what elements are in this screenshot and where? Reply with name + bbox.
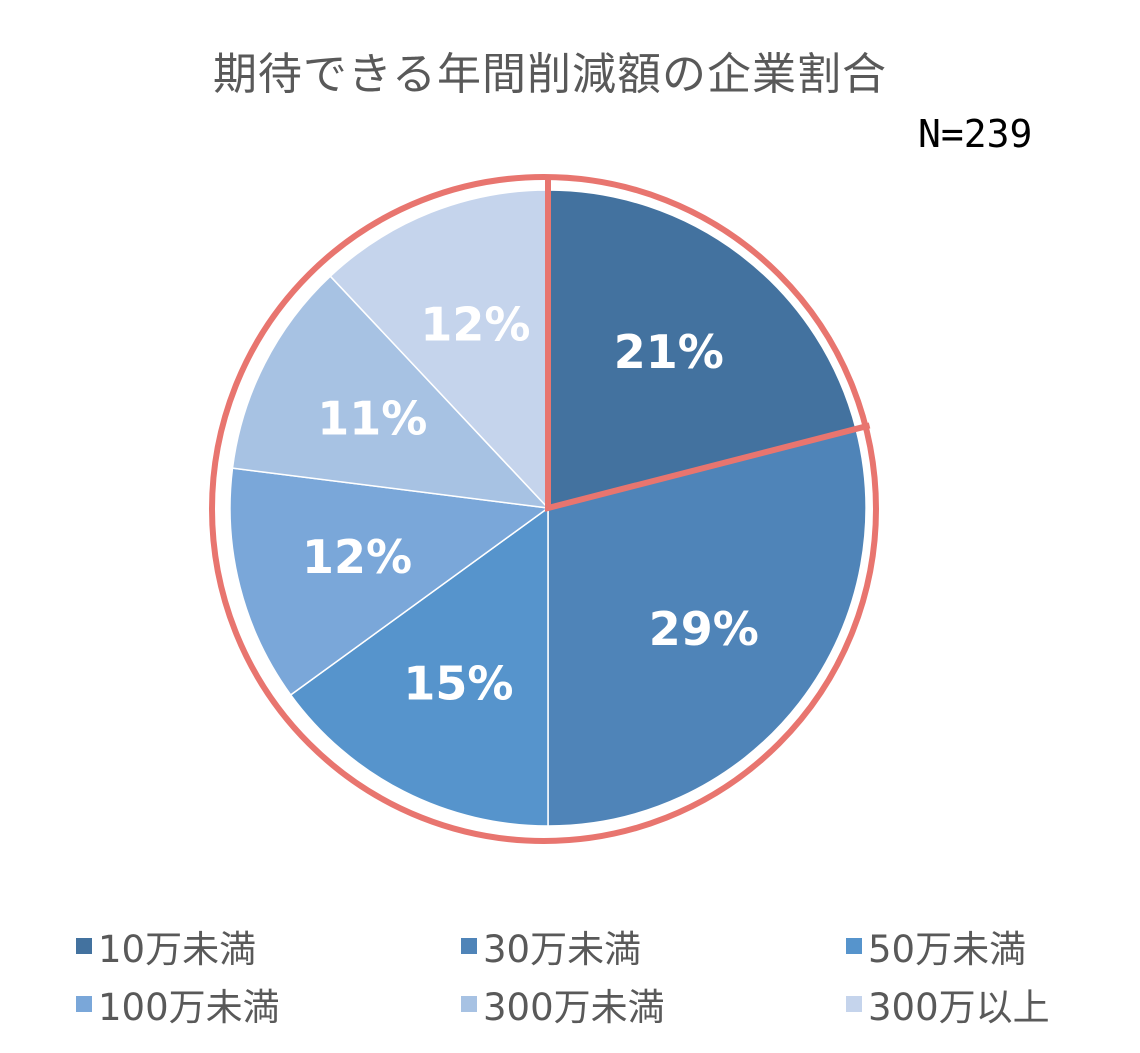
pie-chart: 21% 29% 15% 12% 11% 12% <box>209 174 879 844</box>
chart-legend: 10万未満 30万未満 50万未満 100万未満 300万未満 300万以上 <box>76 922 1076 1029</box>
legend-label: 30万未満 <box>483 928 642 971</box>
slice-label-6: 12% <box>420 298 530 352</box>
legend-item: 10万未満 <box>76 922 461 971</box>
legend-label: 50万未満 <box>868 928 1027 971</box>
legend-item: 300万以上 <box>846 980 1076 1029</box>
pie-slice-2 <box>547 428 867 827</box>
legend-swatch <box>846 938 862 954</box>
slice-label-2: 29% <box>649 602 759 656</box>
legend-swatch <box>846 996 862 1012</box>
slice-label-5: 11% <box>317 391 427 445</box>
legend-label: 10万未満 <box>98 928 257 971</box>
legend-item: 100万未満 <box>76 980 461 1029</box>
pie-slice-5 <box>231 275 550 510</box>
legend-label: 300万未満 <box>483 986 665 1029</box>
slice-label-1: 21% <box>614 325 724 379</box>
chart-title: 期待できる年間削減額の企業割合 <box>212 49 888 100</box>
slice-label-3: 15% <box>403 657 513 711</box>
slice-label-4: 12% <box>302 530 412 584</box>
legend-swatch <box>76 938 92 954</box>
legend-label: 300万以上 <box>868 986 1050 1029</box>
legend-label: 100万未満 <box>98 986 280 1029</box>
highlight-edge <box>545 176 871 512</box>
pie-slice-3 <box>289 506 549 827</box>
highlight-outline <box>209 174 879 844</box>
legend-swatch <box>76 996 92 1012</box>
pie-slice-6 <box>329 189 549 510</box>
legend-item: 30万未満 <box>461 922 846 971</box>
legend-item: 50万未満 <box>846 922 1076 971</box>
legend-swatch <box>461 996 477 1012</box>
legend-swatch <box>461 938 477 954</box>
pie-slice-4 <box>229 467 550 696</box>
sample-size-label: N=239 <box>918 112 1033 156</box>
pie-slice-1 <box>547 189 857 509</box>
legend-item: 300万未満 <box>461 980 846 1029</box>
